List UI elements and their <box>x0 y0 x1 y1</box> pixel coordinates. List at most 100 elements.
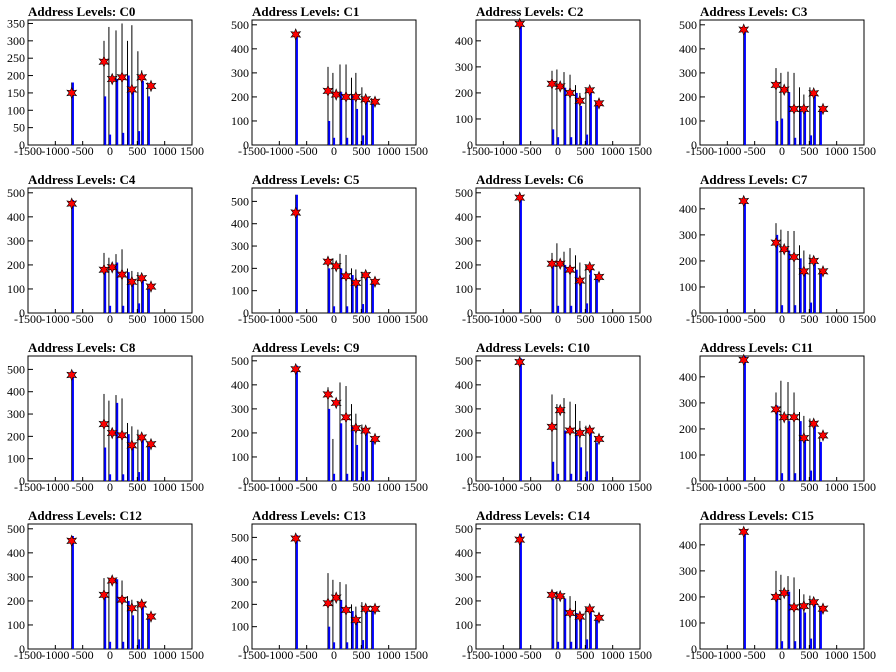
peak-marker <box>778 242 790 256</box>
peak-marker <box>514 355 526 369</box>
x-tick-label: 1500 <box>404 312 428 326</box>
chart-title: Address Levels: C6 <box>476 172 584 187</box>
peak-marker <box>564 424 576 437</box>
chart-svg: 0 100 200 300 400 500 -1500 -1000 -500 0 500 1000 15… <box>231 187 428 326</box>
y-tick-label: 100 <box>679 114 697 128</box>
y-tick-label: 0 <box>467 474 473 488</box>
y-tick-label: 200 <box>231 426 249 440</box>
y-tick-label: 200 <box>679 422 697 436</box>
peak-marker <box>546 77 558 91</box>
peak-marker <box>66 368 78 382</box>
peak-marker <box>126 601 138 615</box>
plot-frame <box>27 19 193 146</box>
chart-title: Address Levels: C3 <box>700 4 808 19</box>
peak-marker <box>788 102 800 116</box>
peak-marker <box>290 532 302 545</box>
y-tick-label: 400 <box>231 553 249 567</box>
plot-frame <box>699 523 865 650</box>
peak-marker <box>808 417 820 431</box>
peak-marker <box>574 274 586 287</box>
y-tick-label: 0 <box>19 474 25 488</box>
peak-marker <box>738 23 750 36</box>
peak-marker <box>564 86 576 100</box>
peak-marker <box>584 424 596 437</box>
x-tick-label: 500 <box>352 480 370 494</box>
peak-marker <box>330 591 342 604</box>
y-tick-label: 400 <box>679 42 697 56</box>
peak-marker <box>136 271 148 285</box>
x-tick-label: 1500 <box>180 312 204 326</box>
chart-panel: Address Levels: C7 0 100 200 300 400 -1500 -100… <box>672 168 896 336</box>
chart-svg: 0 50 100 150 200 250 300 350 -1500 -1000 -500 0 500 1… <box>7 16 204 158</box>
x-tick-label: 500 <box>576 480 594 494</box>
x-tick-label: 0 <box>331 144 337 158</box>
y-tick-label: 200 <box>455 86 473 100</box>
x-tick-label: -1500 <box>462 480 490 494</box>
peak-marker <box>593 611 605 625</box>
peak-marker <box>369 602 381 616</box>
x-tick-label: -1500 <box>14 312 42 326</box>
x-tick-label: 1500 <box>404 648 428 662</box>
chart-svg: 0 100 200 300 400 500 -1500 -1000 -500 0 500 1000 15… <box>231 18 428 158</box>
peak-marker <box>593 432 605 446</box>
peak-marker <box>145 79 157 93</box>
x-tick-label: -500 <box>72 480 94 494</box>
y-tick-label: 300 <box>7 407 25 421</box>
x-tick-label: -1500 <box>14 480 42 494</box>
x-tick-label: 1500 <box>852 480 876 494</box>
peak-marker <box>798 265 810 278</box>
x-tick-label: -1000 <box>41 144 69 158</box>
chart-svg: 0 100 200 300 400 500 -1500 -1000 -500 0 500 1000 15… <box>7 186 204 326</box>
x-tick-label: -1000 <box>265 648 293 662</box>
x-tick-label: 1000 <box>601 312 625 326</box>
chart-panel: Address Levels: C13 0 100 200 300 400 500 -1500… <box>224 504 448 672</box>
peak-marker <box>514 533 526 546</box>
peak-marker <box>98 55 110 68</box>
y-tick-label: 200 <box>679 590 697 604</box>
peak-marker <box>770 590 782 604</box>
y-tick-label: 200 <box>455 426 473 440</box>
peak-marker <box>350 90 362 104</box>
chart-title: Address Levels: C5 <box>252 172 360 187</box>
x-tick-label: 500 <box>352 648 370 662</box>
x-tick-label: -1500 <box>686 648 714 662</box>
y-tick-label: 100 <box>231 620 249 634</box>
peak-marker <box>546 257 558 271</box>
y-tick-label: 100 <box>7 452 25 466</box>
plot-frame <box>27 355 193 482</box>
x-tick-label: -1500 <box>462 144 490 158</box>
x-tick-label: 0 <box>107 144 113 158</box>
chart-title: Address Levels: C15 <box>700 508 814 523</box>
y-tick-label: 500 <box>231 354 249 368</box>
chart-panel: Address Levels: C15 0 100 200 300 400 -1500 -10… <box>672 504 896 672</box>
y-tick-label: 0 <box>243 306 249 320</box>
peak-marker <box>106 261 118 274</box>
x-tick-label: -500 <box>72 648 94 662</box>
peak-marker <box>514 17 526 31</box>
chart-title: Address Levels: C1 <box>252 4 360 19</box>
x-tick-label: 0 <box>331 480 337 494</box>
peak-marker <box>98 588 110 602</box>
chart-title: Address Levels: C10 <box>476 340 590 355</box>
y-tick-label: 300 <box>679 396 697 410</box>
x-tick-label: 1000 <box>601 648 625 662</box>
peak-marker <box>788 601 800 614</box>
y-tick-label: 100 <box>455 282 473 296</box>
chart-panel: Address Levels: C12 0 100 200 300 400 500 -1500… <box>0 504 224 672</box>
x-tick-label: -500 <box>520 144 542 158</box>
x-tick-label: -1500 <box>686 480 714 494</box>
x-tick-label: 1000 <box>601 144 625 158</box>
x-tick-label: 500 <box>128 480 146 494</box>
x-tick-label: 0 <box>555 144 561 158</box>
peak-marker <box>66 86 78 100</box>
chart-panel: Address Levels: C6 0 100 200 300 400 500 -1500-… <box>448 168 672 336</box>
peak-marker <box>126 83 138 96</box>
peak-marker <box>546 420 558 434</box>
peak-marker <box>564 606 576 620</box>
x-tick-label: -1000 <box>41 648 69 662</box>
peak-marker <box>584 603 596 616</box>
peak-marker <box>116 593 128 607</box>
peak-marker <box>350 276 362 290</box>
y-tick-label: 200 <box>7 429 25 443</box>
x-tick-label: -500 <box>744 144 766 158</box>
